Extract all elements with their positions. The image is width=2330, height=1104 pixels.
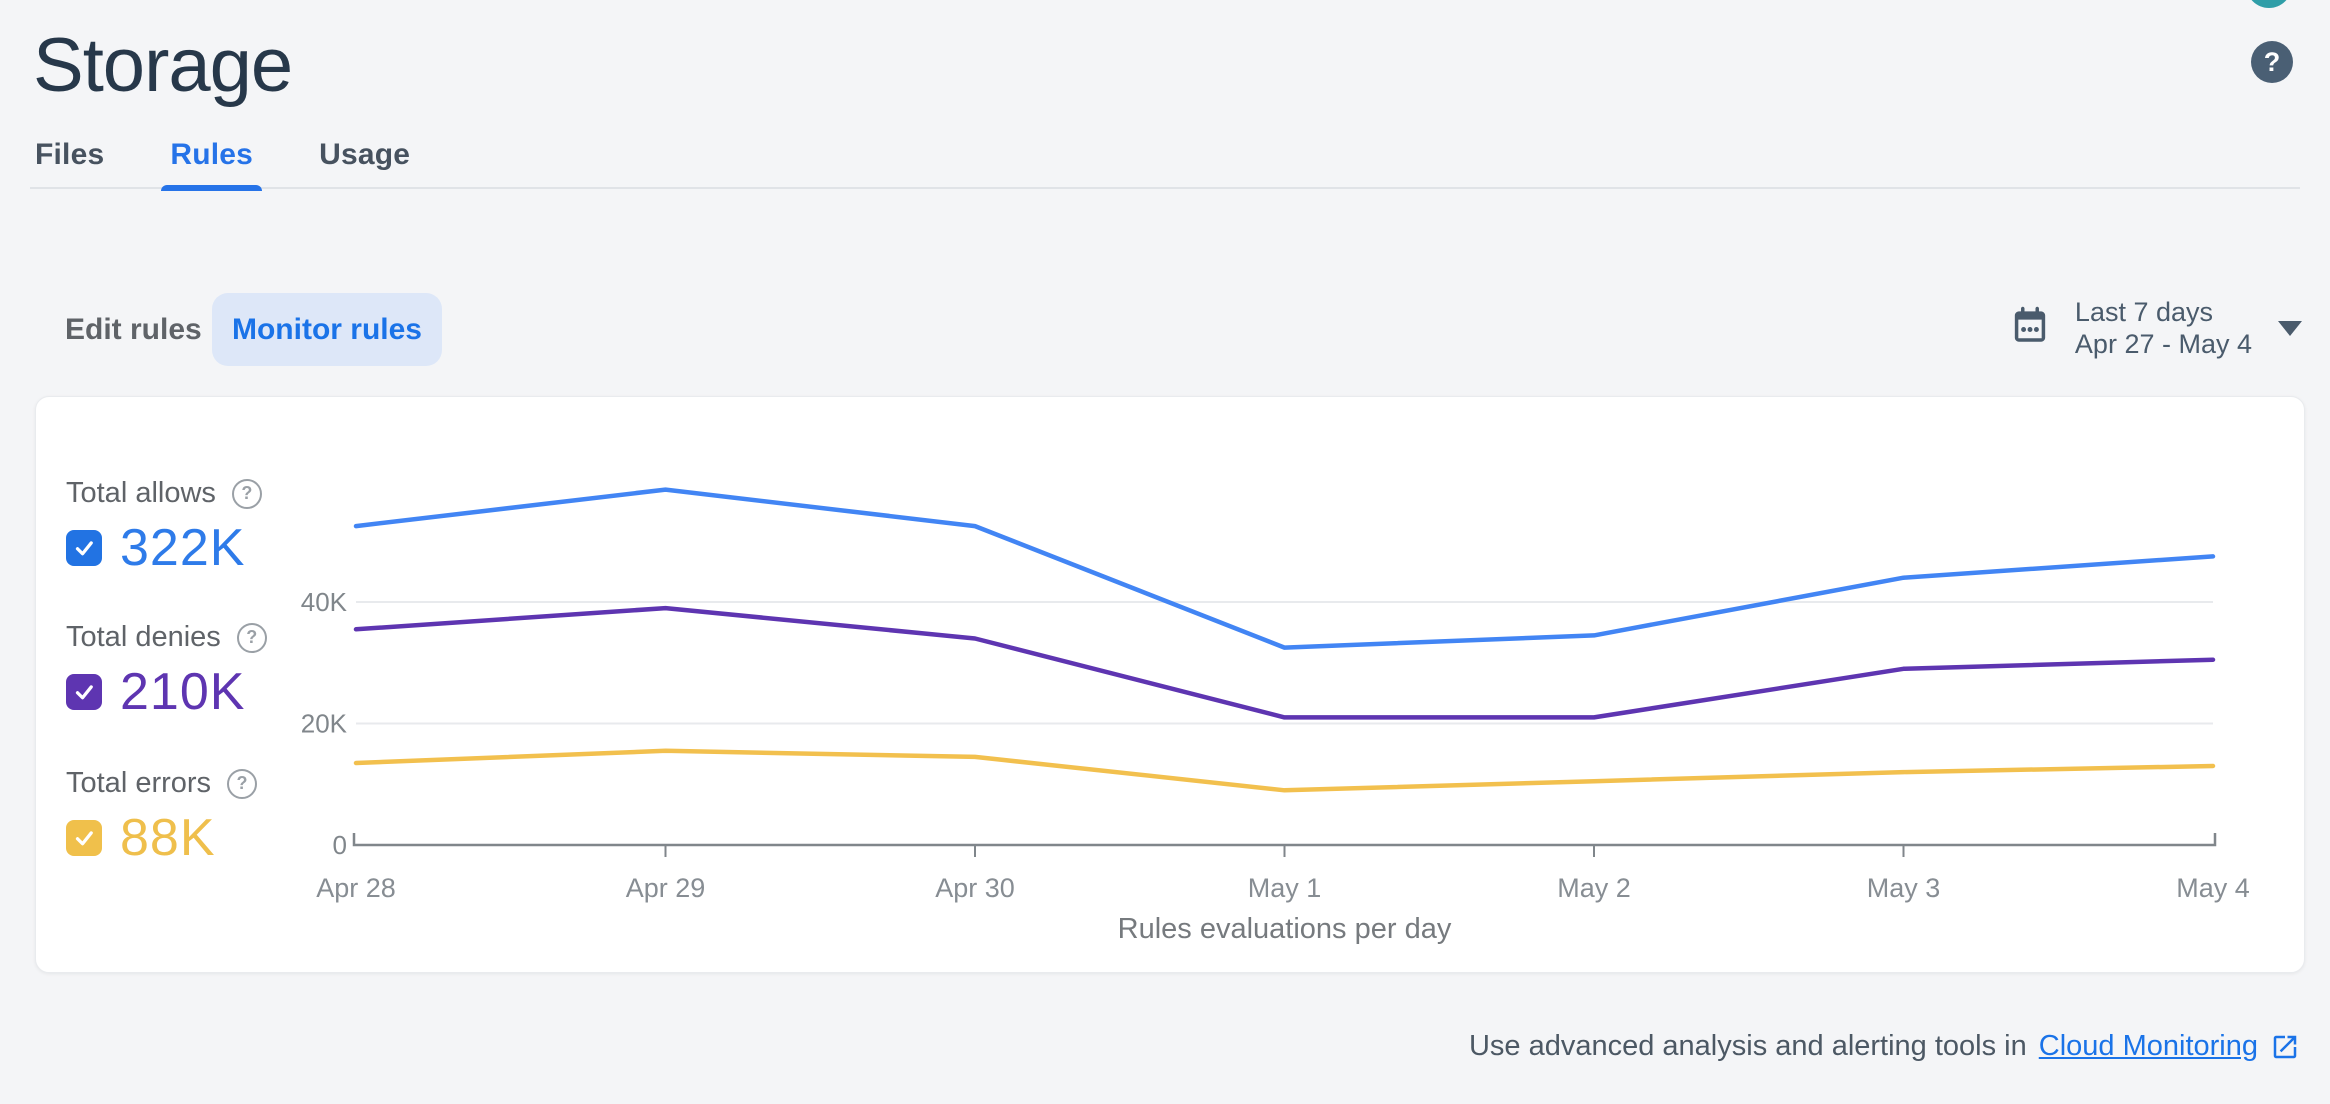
legend-label-denies: Total denies xyxy=(66,621,221,653)
legend-total-denies: 210K xyxy=(120,663,246,721)
date-range: Apr 27 - May 4 xyxy=(2074,329,2252,359)
external-link-icon xyxy=(2273,1035,2297,1058)
legend-label-allows: Total allows xyxy=(66,477,216,509)
checkbox-denies[interactable] xyxy=(66,674,102,710)
edit-rules-button[interactable]: Edit rules xyxy=(40,293,227,366)
help-icon-allows[interactable]: ? xyxy=(231,478,262,509)
footer: Use advanced analysis and alerting tools… xyxy=(1469,1030,2300,1063)
tab-rules[interactable]: Rules xyxy=(161,138,262,191)
calendar-icon xyxy=(2009,305,2051,352)
legend-total-errors: 88K xyxy=(120,809,216,867)
date-preset: Last 7 days xyxy=(2074,297,2214,327)
checkbox-errors[interactable] xyxy=(66,820,102,856)
help-icon-errors[interactable]: ? xyxy=(227,768,258,799)
date-range-picker[interactable]: Last 7 days Apr 27 - May 4 xyxy=(2009,294,2302,362)
tab-files[interactable]: Files xyxy=(35,138,105,171)
help-button[interactable]: ? xyxy=(2251,41,2293,83)
page-title: Storage xyxy=(33,23,293,108)
legend-group-errors: Total errors ? 88K xyxy=(66,767,258,867)
cloud-monitoring-link[interactable]: Cloud Monitoring xyxy=(2038,1030,2258,1062)
chevron-down-icon xyxy=(2278,320,2302,336)
tab-divider xyxy=(30,187,2300,189)
question-mark-icon: ? xyxy=(2263,46,2281,77)
monitor-card: Total allows ? 322K Total denies ? 210K … xyxy=(35,396,2305,973)
legend-total-allows: 322K xyxy=(120,519,246,577)
footer-text: Use advanced analysis and alerting tools… xyxy=(1468,1030,2027,1062)
tab-usage[interactable]: Usage xyxy=(319,138,411,171)
legend-label-errors: Total errors xyxy=(66,767,212,799)
legend-group-allows: Total allows ? 322K xyxy=(66,477,262,574)
monitor-rules-button[interactable]: Monitor rules xyxy=(212,293,442,366)
legend-group-denies: Total denies ? 210K xyxy=(66,621,267,718)
tab-bar: Files Rules Usage xyxy=(26,138,419,191)
checkbox-allows[interactable] xyxy=(66,530,102,566)
help-icon-denies[interactable]: ? xyxy=(236,622,267,653)
user-avatar[interactable] xyxy=(2246,0,2292,8)
